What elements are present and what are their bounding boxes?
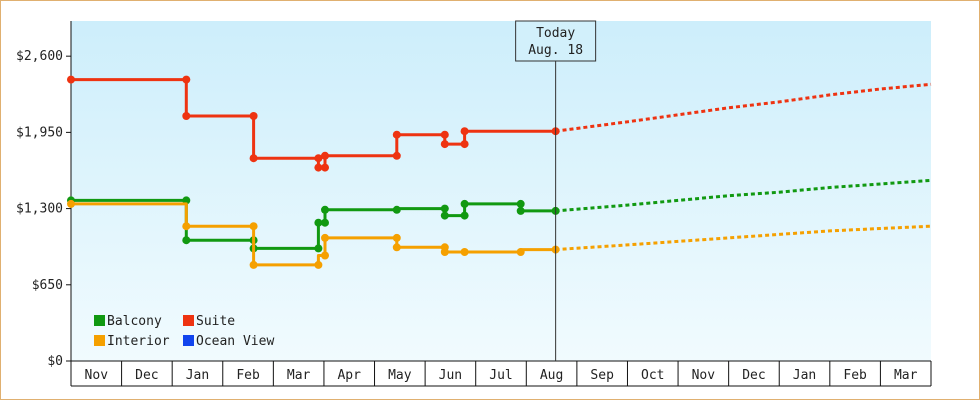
data-point[interactable] xyxy=(392,205,401,214)
data-point[interactable] xyxy=(321,205,329,214)
data-point[interactable] xyxy=(440,248,449,256)
y-axis: $0 $650 $1,300 $1,950 $2,600 xyxy=(16,21,72,369)
data-point[interactable] xyxy=(392,130,401,139)
series-history-line xyxy=(71,198,556,250)
month-label: Dec xyxy=(135,368,158,383)
month-label: Jun xyxy=(439,368,462,383)
data-point[interactable] xyxy=(321,218,329,227)
legend: Balcony Suite Interior Ocean View xyxy=(94,314,274,349)
data-point[interactable] xyxy=(67,75,75,84)
data-point[interactable] xyxy=(392,243,401,252)
data-point[interactable] xyxy=(321,251,329,260)
data-point[interactable] xyxy=(67,199,75,208)
data-point[interactable] xyxy=(182,236,191,245)
legend-swatch xyxy=(183,315,194,326)
y-tick-label: $2,600 xyxy=(16,49,63,64)
data-point[interactable] xyxy=(321,163,329,172)
y-tick-label: $0 xyxy=(47,354,63,369)
series-history-line xyxy=(71,78,556,170)
today-date: Aug. 18 xyxy=(528,43,583,58)
data-point[interactable] xyxy=(314,244,323,253)
data-point[interactable] xyxy=(314,260,323,269)
series-layer xyxy=(67,75,932,269)
data-point[interactable] xyxy=(440,211,449,220)
month-label: Jul xyxy=(489,368,512,383)
series-interior xyxy=(67,199,932,269)
today-marker: Today Aug. 18 xyxy=(515,20,597,361)
month-label: May xyxy=(388,368,412,383)
month-label: Mar xyxy=(894,368,918,383)
series-forecast-line xyxy=(555,224,932,252)
month-label: Nov xyxy=(692,368,716,383)
today-label: Today xyxy=(536,26,575,41)
data-point[interactable] xyxy=(182,112,191,120)
data-point[interactable] xyxy=(249,154,258,163)
month-label: Feb xyxy=(236,368,260,383)
legend-label: Ocean View xyxy=(196,334,274,349)
series-suite xyxy=(67,75,932,172)
month-label: Dec xyxy=(742,368,765,383)
x-axis: Nov Dec Jan Feb Mar Apr May Jun Jul Aug Sep Oct Nov D… xyxy=(70,360,932,387)
month-label: Aug xyxy=(540,368,563,383)
y-tick-label: $650 xyxy=(32,278,63,293)
data-point[interactable] xyxy=(249,222,258,231)
today-box xyxy=(515,20,597,62)
data-point[interactable] xyxy=(321,151,329,160)
month-label: Mar xyxy=(287,368,311,383)
data-point[interactable] xyxy=(314,154,323,163)
data-point[interactable] xyxy=(440,130,449,139)
month-label: Feb xyxy=(843,368,867,383)
data-point[interactable] xyxy=(516,248,525,256)
data-point[interactable] xyxy=(516,206,525,215)
data-point[interactable] xyxy=(392,151,401,160)
legend-label: Interior xyxy=(107,334,170,349)
data-point[interactable] xyxy=(440,204,449,213)
data-point[interactable] xyxy=(460,140,469,149)
series-forecast-line xyxy=(555,178,932,213)
data-point[interactable] xyxy=(314,163,323,172)
month-label: Apr xyxy=(337,368,361,383)
legend-label: Balcony xyxy=(107,314,162,329)
legend-label: Suite xyxy=(196,314,235,329)
data-point[interactable] xyxy=(314,218,323,227)
data-point[interactable] xyxy=(182,222,191,231)
month-label: Jan xyxy=(793,368,816,383)
data-point[interactable] xyxy=(392,233,401,242)
y-tick-label: $1,950 xyxy=(16,125,63,140)
data-point[interactable] xyxy=(516,199,525,208)
legend-swatch xyxy=(94,335,105,346)
data-point[interactable] xyxy=(249,260,258,269)
data-point[interactable] xyxy=(460,127,469,136)
data-point[interactable] xyxy=(460,199,469,208)
month-label: Oct xyxy=(641,368,664,383)
month-label: Jan xyxy=(186,368,209,383)
data-point[interactable] xyxy=(440,140,449,149)
data-point[interactable] xyxy=(321,233,329,242)
month-label: Sep xyxy=(590,368,614,383)
legend-swatch xyxy=(94,315,105,326)
legend-swatch xyxy=(183,335,194,346)
month-label: Nov xyxy=(85,368,109,383)
data-point[interactable] xyxy=(460,211,469,220)
y-tick-label: $1,300 xyxy=(16,202,63,217)
data-point[interactable] xyxy=(249,112,258,120)
data-point[interactable] xyxy=(182,75,191,84)
data-point[interactable] xyxy=(460,248,469,256)
